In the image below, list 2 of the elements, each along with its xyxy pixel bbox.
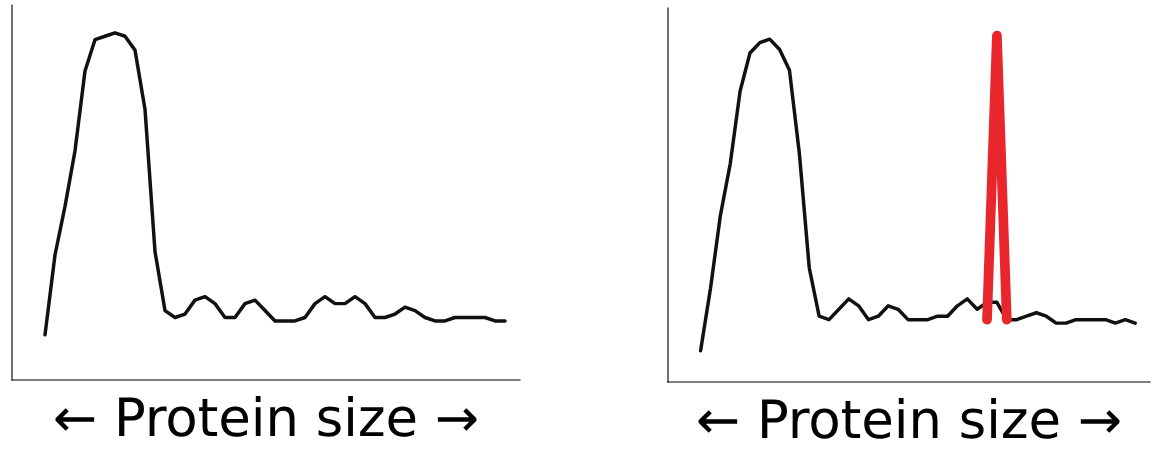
x-axis-title: ← Protein size →: [55, 395, 477, 437]
x-axis-title: ← Protein size →: [698, 397, 1120, 439]
